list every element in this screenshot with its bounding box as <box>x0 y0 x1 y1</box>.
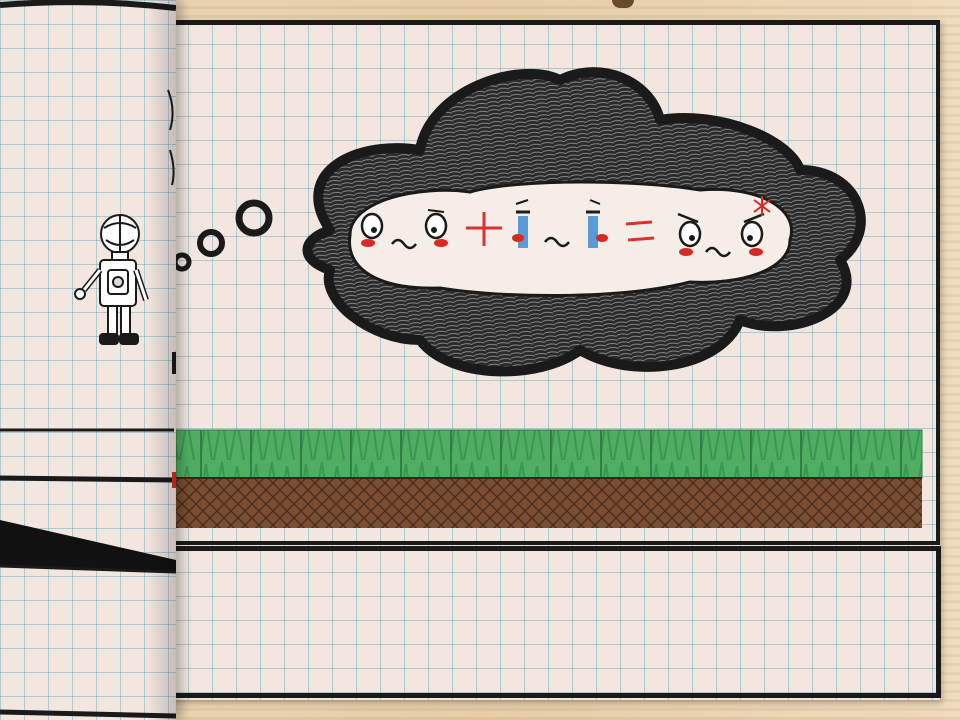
turning-page <box>0 0 176 720</box>
red-glove-icon <box>172 351 176 488</box>
thought-bubble <box>302 67 866 377</box>
crying-face <box>512 199 608 248</box>
comic-panel-top <box>140 20 940 545</box>
ground-platform <box>175 429 923 528</box>
plus-operator-icon <box>466 212 502 246</box>
robot-character-icon <box>74 214 149 345</box>
page-curl-shadow <box>146 0 176 720</box>
calm-face <box>360 209 448 250</box>
anger-mark-icon <box>753 196 771 216</box>
page-pin-icon <box>612 0 634 8</box>
comic-panel-bottom <box>140 546 941 698</box>
angry-face <box>677 196 771 258</box>
equals-operator-icon <box>625 220 655 242</box>
thought-trail <box>172 199 273 272</box>
